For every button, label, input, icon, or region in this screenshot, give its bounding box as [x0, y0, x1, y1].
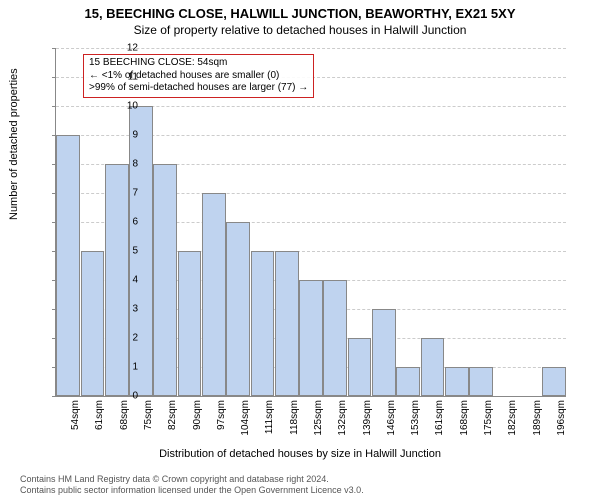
bar — [396, 367, 420, 396]
chart-title: 15, BEECHING CLOSE, HALWILL JUNCTION, BE… — [0, 0, 600, 21]
xtick-label: 82sqm — [167, 400, 178, 430]
bar — [226, 222, 250, 396]
bar — [153, 164, 177, 396]
ytick-label: 1 — [58, 362, 138, 373]
xtick-label: 161sqm — [434, 400, 445, 436]
bar — [275, 251, 299, 396]
bar — [372, 309, 396, 396]
ytick-label: 11 — [58, 72, 138, 83]
bar — [81, 251, 105, 396]
xtick-label: 196sqm — [556, 400, 567, 436]
xtick-label: 111sqm — [264, 400, 275, 434]
xtick-label: 168sqm — [459, 400, 470, 436]
xtick-label: 118sqm — [289, 400, 300, 435]
xtick-label: 61sqm — [94, 400, 105, 430]
bar — [445, 367, 469, 396]
xtick-label: 189sqm — [532, 400, 543, 436]
xtick-label: 104sqm — [240, 400, 251, 436]
bar — [299, 280, 323, 396]
chart-subtitle: Size of property relative to detached ho… — [0, 21, 600, 37]
xtick-label: 146sqm — [386, 400, 397, 436]
bar — [323, 280, 347, 396]
xtick-label: 153sqm — [410, 400, 421, 436]
y-axis-label: Number of detached properties — [8, 68, 20, 220]
xtick-label: 75sqm — [143, 400, 154, 430]
bar — [251, 251, 275, 396]
xtick-label: 68sqm — [119, 400, 130, 430]
ytick-label: 8 — [58, 159, 138, 170]
bar — [178, 251, 202, 396]
ytick-mark — [52, 396, 56, 397]
xtick-label: 125sqm — [313, 400, 324, 436]
annotation-line3: >99% of semi-detached houses are larger … — [89, 82, 308, 95]
xtick-label: 90sqm — [192, 400, 203, 430]
ytick-label: 12 — [58, 43, 138, 54]
footer-line2: Contains public sector information licen… — [20, 485, 364, 496]
xtick-label: 54sqm — [70, 400, 81, 430]
annotation-line1: 15 BEECHING CLOSE: 54sqm — [89, 57, 308, 70]
ytick-label: 5 — [58, 246, 138, 257]
bar — [348, 338, 372, 396]
footer: Contains HM Land Registry data © Crown c… — [20, 474, 364, 496]
ytick-label: 10 — [58, 101, 138, 112]
ytick-label: 4 — [58, 275, 138, 286]
ytick-mark — [52, 106, 56, 107]
xtick-label: 175sqm — [483, 400, 494, 436]
ytick-label: 7 — [58, 188, 138, 199]
xtick-label: 182sqm — [507, 400, 518, 436]
ytick-label: 3 — [58, 304, 138, 315]
ytick-label: 0 — [58, 391, 138, 402]
xtick-label: 97sqm — [216, 400, 227, 430]
xtick-label: 132sqm — [337, 400, 348, 436]
ytick-label: 6 — [58, 217, 138, 228]
x-axis-label: Distribution of detached houses by size … — [0, 448, 600, 460]
ytick-label: 9 — [58, 130, 138, 141]
xtick-label: 139sqm — [362, 400, 373, 436]
bar — [202, 193, 226, 396]
footer-line1: Contains HM Land Registry data © Crown c… — [20, 474, 364, 485]
bar — [469, 367, 493, 396]
ytick-label: 2 — [58, 333, 138, 344]
ytick-mark — [52, 77, 56, 78]
bar — [421, 338, 445, 396]
bar — [542, 367, 566, 396]
ytick-mark — [52, 48, 56, 49]
bar — [56, 135, 80, 396]
